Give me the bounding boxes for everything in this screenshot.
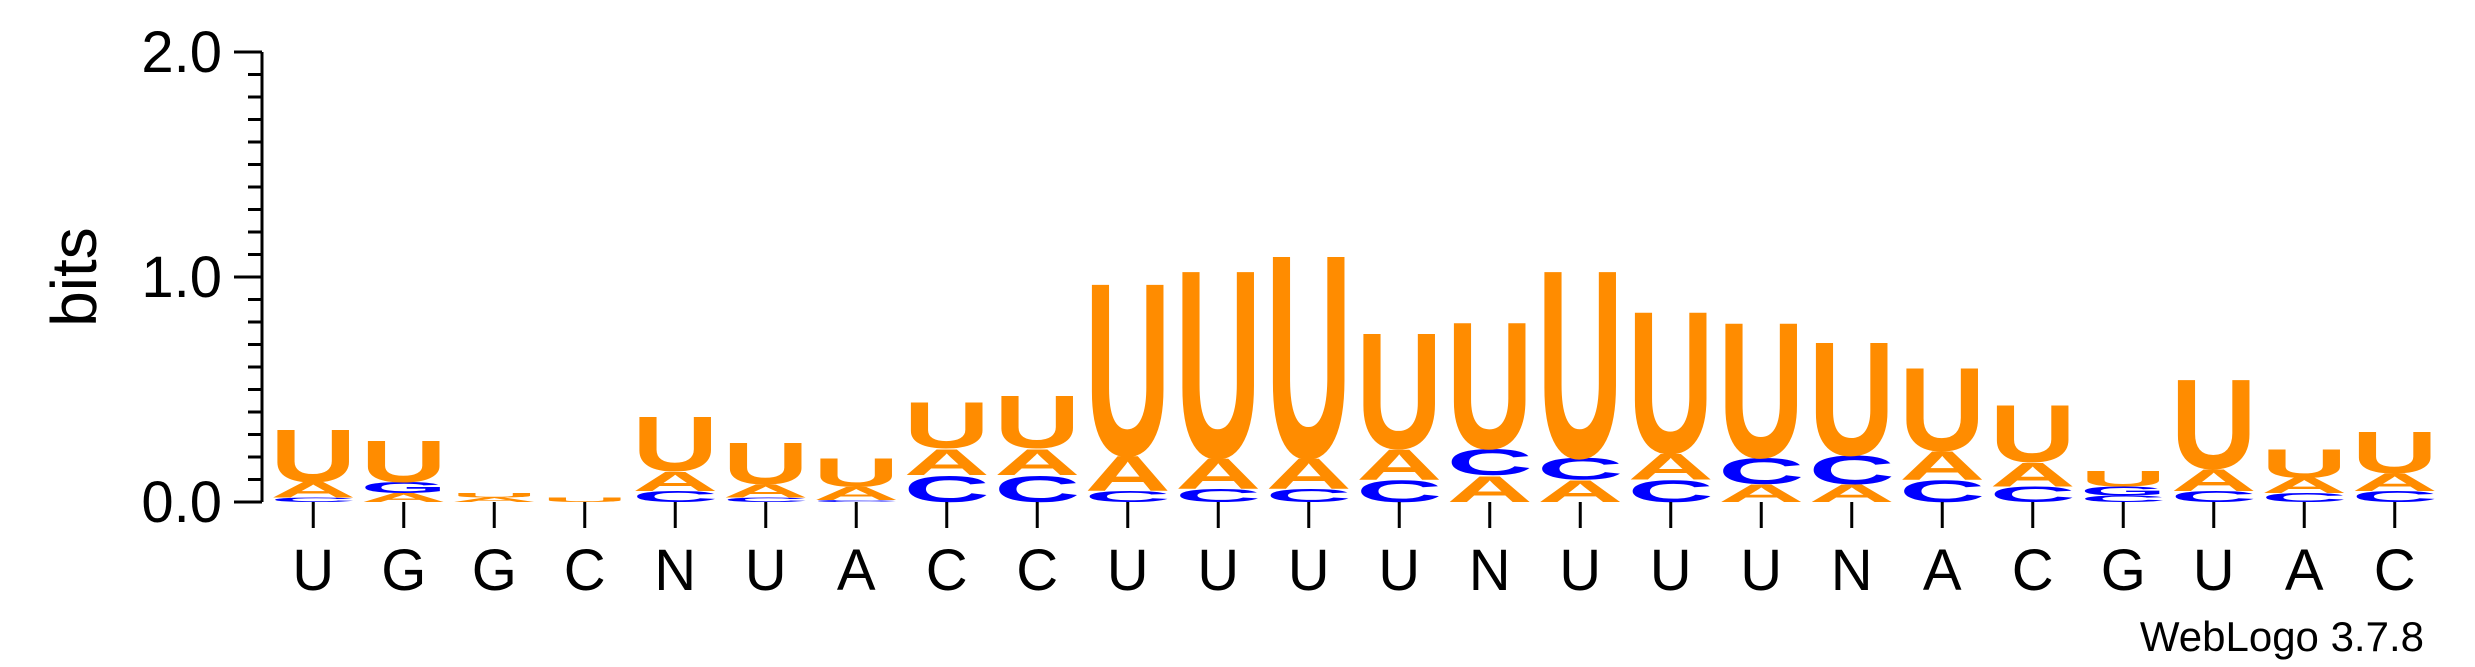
logo-letter-g: G <box>2080 484 2166 498</box>
position-label: N <box>654 538 696 603</box>
logo-letter-u: U <box>1447 285 1533 487</box>
logo-letter-a: A <box>1266 449 1352 498</box>
logo-letter-a: A <box>1899 443 1985 489</box>
position-label: N <box>1831 538 1873 603</box>
y-axis-label: bits <box>38 227 110 327</box>
logo-letter-a: A <box>723 481 809 502</box>
position-label: G <box>2101 538 2146 603</box>
logo-letter-c: C <box>1085 488 1171 505</box>
position-label: C <box>1016 538 1058 603</box>
position-label: C <box>926 538 968 603</box>
position-label: A <box>1923 538 1962 603</box>
logo-letter-c: C <box>2352 488 2438 505</box>
logo-letter-c: C <box>632 488 718 505</box>
y-tick-label: 2.0 <box>141 20 222 85</box>
logo-letter-a: A <box>270 478 356 503</box>
logo-letter-a: A <box>1175 449 1261 498</box>
position-label: U <box>1740 538 1782 603</box>
position-label: C <box>564 538 606 603</box>
y-axis-ticks: 0.0 1.0 2.0 <box>141 20 262 535</box>
position-label: G <box>472 538 517 603</box>
logo-letter-u: U <box>1628 269 1714 496</box>
logo-letter-u: U <box>813 449 899 495</box>
logo-letter-c: C <box>2080 494 2166 504</box>
position-label: U <box>1107 538 1149 603</box>
logo-letter-u: U <box>723 430 809 496</box>
logo-letter-u: U <box>1266 195 1352 520</box>
logo-letter-c: C <box>1266 485 1352 506</box>
logo-letter-u: U <box>1990 388 2076 479</box>
position-label: U <box>1197 538 1239 603</box>
logo-letter-c: C <box>723 496 809 503</box>
logo-letter-c: C <box>1718 450 1804 492</box>
logo-letter-a: A <box>1990 455 2076 493</box>
logo-letter-u: U <box>451 492 537 499</box>
logo-letter-u: U <box>994 381 1080 465</box>
logo-letter-a: A <box>994 441 1080 483</box>
logo-letter-c: C <box>1537 452 1623 487</box>
logo-letter-a: A <box>361 491 447 505</box>
position-label: A <box>2285 538 2324 603</box>
logo-letter-c: C <box>1175 485 1261 506</box>
logo-letter-a: A <box>813 483 899 504</box>
logo-letter-u: U <box>1718 282 1804 499</box>
logo-letter-u: U <box>1356 298 1442 484</box>
y-tick-label: 1.0 <box>141 245 222 310</box>
logo-letter-u: U <box>361 428 447 494</box>
logo-letter-a: A <box>632 466 718 497</box>
logo-letter-a: A <box>2261 473 2347 498</box>
logo-letter-g: G <box>361 479 447 496</box>
position-label: U <box>1650 538 1692 603</box>
position-label: A <box>837 538 876 603</box>
logo-letter-u: U <box>542 496 628 503</box>
position-label: N <box>1469 538 1511 603</box>
logo-letter-a: A <box>2171 463 2257 498</box>
logo-letter-u: U <box>1175 215 1261 515</box>
weblogo-footer: WebLogo 3.7.8 <box>2140 613 2424 660</box>
logo-letter-u: U <box>632 401 718 488</box>
logo-letter-u: U <box>1899 343 1985 476</box>
position-label: G <box>381 538 426 603</box>
logo-letter-u: U <box>2080 467 2166 492</box>
logo-letter-u: U <box>2352 419 2438 485</box>
logo-letter-u: U <box>1537 215 1623 515</box>
logo-letter-a: A <box>1085 446 1171 502</box>
logo-letter-c: C <box>1447 441 1533 483</box>
logo-letter-u: U <box>270 415 356 499</box>
logo-letter-a: A <box>1628 446 1714 488</box>
logo-letter-u: U <box>904 389 990 462</box>
logo-letter-c: C <box>270 496 356 503</box>
position-label: U <box>1559 538 1601 603</box>
position-label: U <box>292 538 334 603</box>
position-label: U <box>745 538 787 603</box>
position-label: C <box>2012 538 2054 603</box>
logo-letter-u: U <box>2171 353 2257 496</box>
logo-letter-a: A <box>2352 468 2438 496</box>
logo-letter-c: C <box>1809 447 1895 493</box>
position-label: U <box>2193 538 2235 603</box>
logo-letter-u: U <box>1809 309 1895 490</box>
position-label: C <box>2374 538 2416 603</box>
logo-letter-a: A <box>1356 440 1442 489</box>
logo-letter-a: A <box>904 441 990 483</box>
logo-letter-u: U <box>1085 233 1171 508</box>
logo-letter-c: C <box>2171 488 2257 505</box>
position-label: U <box>1378 538 1420 603</box>
logo-letter-a: A <box>451 496 537 503</box>
logo-letter-c: C <box>2261 491 2347 505</box>
logo-letter-c: C <box>813 499 899 502</box>
logo-letter-u: U <box>2261 440 2347 486</box>
position-label: U <box>1288 538 1330 603</box>
y-tick-label: 0.0 <box>141 470 222 535</box>
